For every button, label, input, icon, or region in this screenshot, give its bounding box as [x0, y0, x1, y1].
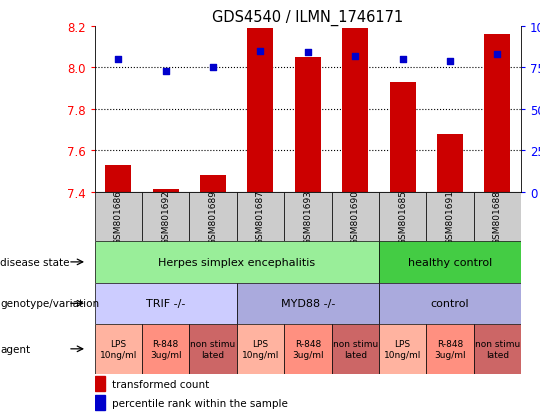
Text: TRIF -/-: TRIF -/-	[146, 299, 185, 309]
Text: non stimu
lated: non stimu lated	[333, 339, 378, 358]
Point	[493, 52, 502, 58]
Point	[303, 50, 312, 57]
Bar	[190, 324, 237, 374]
Bar	[94, 192, 142, 242]
Bar	[379, 324, 426, 374]
Bar	[474, 192, 521, 242]
Text: GSM801690: GSM801690	[350, 190, 360, 244]
Bar	[105, 165, 131, 192]
Text: Herpes simplex encephalitis: Herpes simplex encephalitis	[158, 257, 315, 267]
Bar	[247, 29, 273, 192]
Text: genotype/variation: genotype/variation	[0, 299, 99, 309]
Text: LPS
10ng/ml: LPS 10ng/ml	[384, 339, 421, 358]
Bar	[389, 83, 416, 192]
Text: R-848
3ug/ml: R-848 3ug/ml	[150, 339, 181, 358]
Bar	[284, 192, 332, 242]
Bar	[484, 35, 510, 192]
Bar	[94, 242, 379, 283]
Bar	[426, 192, 474, 242]
Bar	[332, 324, 379, 374]
Bar	[474, 324, 521, 374]
Point	[399, 57, 407, 63]
Text: GSM801692: GSM801692	[161, 190, 170, 244]
Text: GSM801693: GSM801693	[303, 190, 312, 244]
Text: MYD88 -/-: MYD88 -/-	[281, 299, 335, 309]
Bar	[94, 283, 237, 324]
Point	[446, 58, 454, 65]
Bar	[237, 324, 284, 374]
Title: GDS4540 / ILMN_1746171: GDS4540 / ILMN_1746171	[212, 9, 403, 26]
Bar	[94, 395, 105, 410]
Text: GSM801685: GSM801685	[398, 190, 407, 244]
Text: percentile rank within the sample: percentile rank within the sample	[112, 398, 287, 408]
Text: agent: agent	[0, 344, 30, 354]
Text: transformed count: transformed count	[112, 379, 209, 389]
Point	[161, 68, 170, 75]
Bar	[200, 176, 226, 192]
Point	[208, 65, 217, 71]
Text: R-848
3ug/ml: R-848 3ug/ml	[292, 339, 323, 358]
Bar	[142, 324, 190, 374]
Bar	[237, 192, 284, 242]
Text: GSM801687: GSM801687	[256, 190, 265, 244]
Text: disease state: disease state	[0, 257, 70, 267]
Bar	[94, 324, 142, 374]
Text: LPS
10ng/ml: LPS 10ng/ml	[99, 339, 137, 358]
Bar	[142, 192, 190, 242]
Bar	[379, 283, 521, 324]
Text: GSM801689: GSM801689	[208, 190, 218, 244]
Bar	[426, 324, 474, 374]
Bar	[437, 134, 463, 192]
Text: GSM801691: GSM801691	[446, 190, 455, 244]
Bar	[332, 192, 379, 242]
Text: non stimu
lated: non stimu lated	[191, 339, 235, 358]
Bar	[342, 29, 368, 192]
Point	[256, 48, 265, 55]
Bar	[94, 377, 105, 392]
Text: GSM801686: GSM801686	[114, 190, 123, 244]
Text: LPS
10ng/ml: LPS 10ng/ml	[242, 339, 279, 358]
Bar	[379, 192, 426, 242]
Bar	[379, 242, 521, 283]
Text: R-848
3ug/ml: R-848 3ug/ml	[434, 339, 466, 358]
Point	[351, 53, 360, 60]
Bar	[237, 283, 379, 324]
Text: healthy control: healthy control	[408, 257, 492, 267]
Bar	[153, 190, 179, 192]
Text: control: control	[431, 299, 469, 309]
Text: GSM801688: GSM801688	[493, 190, 502, 244]
Point	[114, 57, 123, 63]
Bar	[284, 324, 332, 374]
Bar	[190, 192, 237, 242]
Bar	[295, 58, 321, 192]
Text: non stimu
lated: non stimu lated	[475, 339, 520, 358]
